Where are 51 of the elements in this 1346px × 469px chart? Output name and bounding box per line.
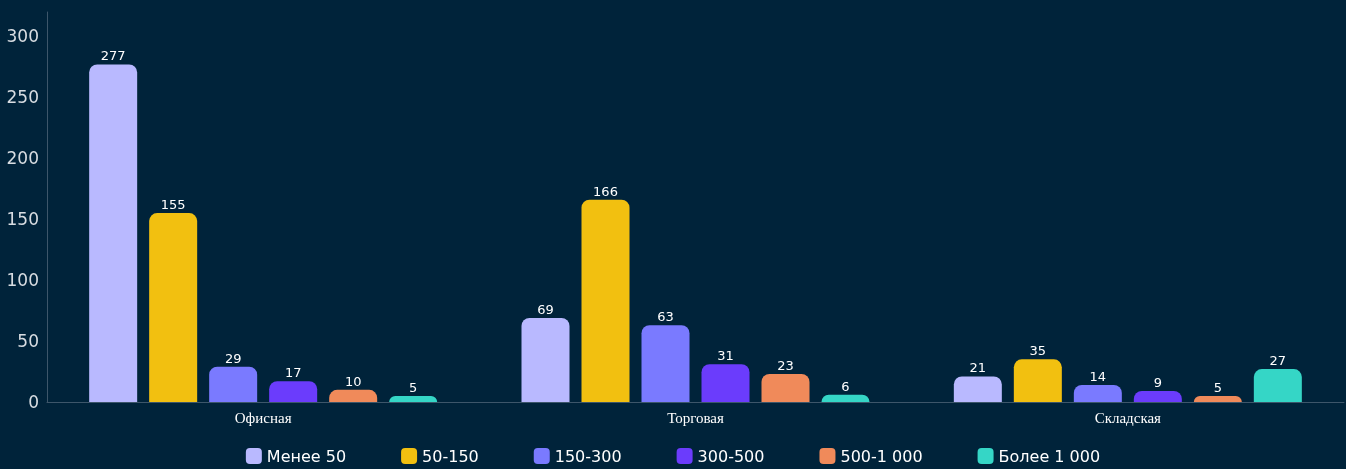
data-label: 10 bbox=[344, 373, 362, 389]
data-label: 166 bbox=[593, 183, 618, 199]
bar bbox=[209, 366, 258, 402]
data-label: 35 bbox=[1029, 343, 1047, 359]
bar bbox=[701, 364, 750, 402]
data-label: 9 bbox=[1153, 375, 1162, 391]
bar bbox=[1193, 395, 1242, 402]
data-label: 5 bbox=[409, 379, 418, 395]
bar bbox=[641, 325, 690, 402]
data-label: 27 bbox=[1269, 353, 1287, 369]
bar bbox=[1073, 384, 1122, 402]
legend-label: 300-500 bbox=[697, 446, 765, 466]
bar bbox=[149, 213, 198, 402]
data-label: 21 bbox=[969, 360, 987, 376]
legend-label: Более 1 000 bbox=[998, 446, 1101, 466]
x-tick-label: Торговая bbox=[667, 409, 724, 426]
data-label: 17 bbox=[284, 365, 302, 381]
bar bbox=[761, 373, 810, 402]
data-label: 69 bbox=[537, 301, 554, 317]
data-label: 14 bbox=[1089, 368, 1107, 384]
bar bbox=[89, 64, 138, 402]
legend-label: 150-300 bbox=[554, 446, 622, 466]
y-tick-label: 200 bbox=[6, 148, 39, 169]
y-tick-label: 150 bbox=[6, 209, 39, 230]
bar bbox=[521, 317, 570, 402]
bar bbox=[1133, 391, 1182, 402]
bar bbox=[1253, 369, 1302, 402]
legend-label: 500-1 000 bbox=[840, 446, 923, 466]
y-tick-label: 100 bbox=[6, 270, 39, 291]
y-tick-label: 0 bbox=[28, 392, 39, 412]
y-tick-label: 300 bbox=[6, 26, 39, 47]
bar bbox=[581, 199, 630, 402]
legend-label: Менее 50 bbox=[266, 446, 347, 466]
x-tick-label: Складская bbox=[1094, 409, 1162, 426]
bar bbox=[389, 395, 438, 402]
bar bbox=[329, 389, 378, 402]
data-label: 155 bbox=[160, 197, 186, 213]
x-tick-label: Офисная bbox=[234, 409, 292, 426]
data-label: 23 bbox=[777, 357, 794, 373]
data-label: 277 bbox=[100, 48, 126, 64]
data-label: 5 bbox=[1213, 379, 1222, 395]
bar bbox=[1013, 359, 1062, 402]
data-label: 6 bbox=[841, 378, 850, 394]
data-label: 63 bbox=[657, 309, 674, 325]
bar bbox=[953, 376, 1002, 402]
data-label: 31 bbox=[717, 348, 734, 364]
y-tick-label: 250 bbox=[6, 87, 39, 108]
y-tick-label: 50 bbox=[17, 331, 39, 352]
data-label: 29 bbox=[224, 350, 242, 366]
bar bbox=[269, 381, 318, 402]
legend-label: 50-150 bbox=[422, 446, 479, 466]
